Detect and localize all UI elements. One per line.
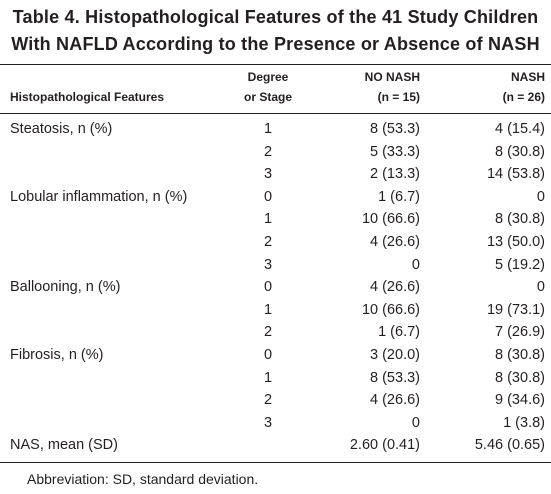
degree-cell: 2 — [263, 324, 273, 341]
feature-cell: Ballooning, n (%) — [10, 279, 121, 296]
footnote: Abbreviation: SD, standard deviation. — [27, 471, 259, 487]
value-cell: 0 — [536, 188, 545, 205]
header-cell: (n = 26) — [502, 90, 545, 104]
value-cell: 3 (20.0) — [370, 347, 420, 363]
degree-cell: 0 — [263, 188, 273, 205]
value-cell: 5 (19.2) — [495, 256, 545, 273]
header-cell: NO NASH — [364, 70, 420, 84]
value-cell: 8 (30.8) — [495, 211, 545, 228]
degree-cell: 1 — [263, 211, 273, 228]
value-cell: 1 (6.7) — [378, 324, 420, 341]
header-cell: (n = 15) — [377, 90, 420, 104]
value-cell: 2 (13.3) — [370, 166, 420, 183]
value-cell: 8 (30.8) — [495, 347, 545, 363]
value-cell: 13 (50.0) — [486, 234, 545, 250]
rule — [0, 462, 551, 463]
value-cell: 4 (26.6) — [370, 279, 420, 296]
value-cell: 9 (34.6) — [495, 392, 545, 409]
value-cell: 1 (6.7) — [378, 188, 420, 205]
value-cell: 10 (66.6) — [361, 211, 420, 228]
degree-cell: 2 — [263, 392, 273, 409]
value-cell: 8 (30.8) — [495, 369, 545, 386]
rule — [0, 113, 551, 114]
value-cell: 0 — [536, 279, 545, 296]
value-cell: 1 (3.8) — [503, 414, 545, 431]
degree-cell: 1 — [263, 369, 273, 386]
value-cell: 5.46 (0.65) — [474, 437, 545, 454]
degree-cell: 1 — [263, 121, 273, 137]
degree-cell: 3 — [263, 414, 273, 431]
value-cell: 8 (53.3) — [370, 121, 420, 137]
feature-cell: Lobular inflammation, n (%) — [10, 188, 188, 205]
degree-cell: 2 — [263, 143, 273, 160]
value-cell: 19 (73.1) — [486, 301, 545, 318]
value-cell: 4 (26.6) — [370, 234, 420, 250]
title-line: Table 4. Histopathological Features of t… — [12, 7, 539, 27]
feature-cell: NAS, mean (SD) — [10, 437, 118, 454]
feature-cell: Fibrosis, n (%) — [10, 347, 104, 363]
value-cell: 0 — [411, 414, 420, 431]
value-cell: 4 (15.4) — [495, 121, 545, 137]
degree-cell: 2 — [263, 234, 273, 250]
value-cell: 14 (53.8) — [486, 166, 545, 183]
value-cell: 2.60 (0.41) — [349, 437, 420, 454]
rule — [0, 64, 551, 65]
value-cell: 0 — [411, 256, 420, 273]
header-cell: NASH — [510, 70, 545, 84]
value-cell: 4 (26.6) — [370, 392, 420, 409]
degree-cell: 3 — [263, 166, 273, 183]
degree-cell: 0 — [263, 279, 273, 296]
value-cell: 8 (30.8) — [495, 143, 545, 160]
value-cell: 10 (66.6) — [361, 301, 420, 318]
value-cell: 5 (33.3) — [370, 143, 420, 160]
header-cell: Degree — [247, 70, 289, 84]
title-line: With NAFLD According to the Presence or … — [11, 34, 540, 54]
value-cell: 7 (26.9) — [495, 324, 545, 341]
degree-cell: 1 — [263, 301, 273, 318]
value-cell: 8 (53.3) — [370, 369, 420, 386]
degree-cell: 0 — [263, 347, 273, 363]
feature-cell: Steatosis, n (%) — [10, 121, 113, 137]
header-cell: Histopathological Features — [10, 90, 165, 104]
header-cell: or Stage — [243, 90, 292, 104]
degree-cell: 3 — [263, 256, 273, 273]
